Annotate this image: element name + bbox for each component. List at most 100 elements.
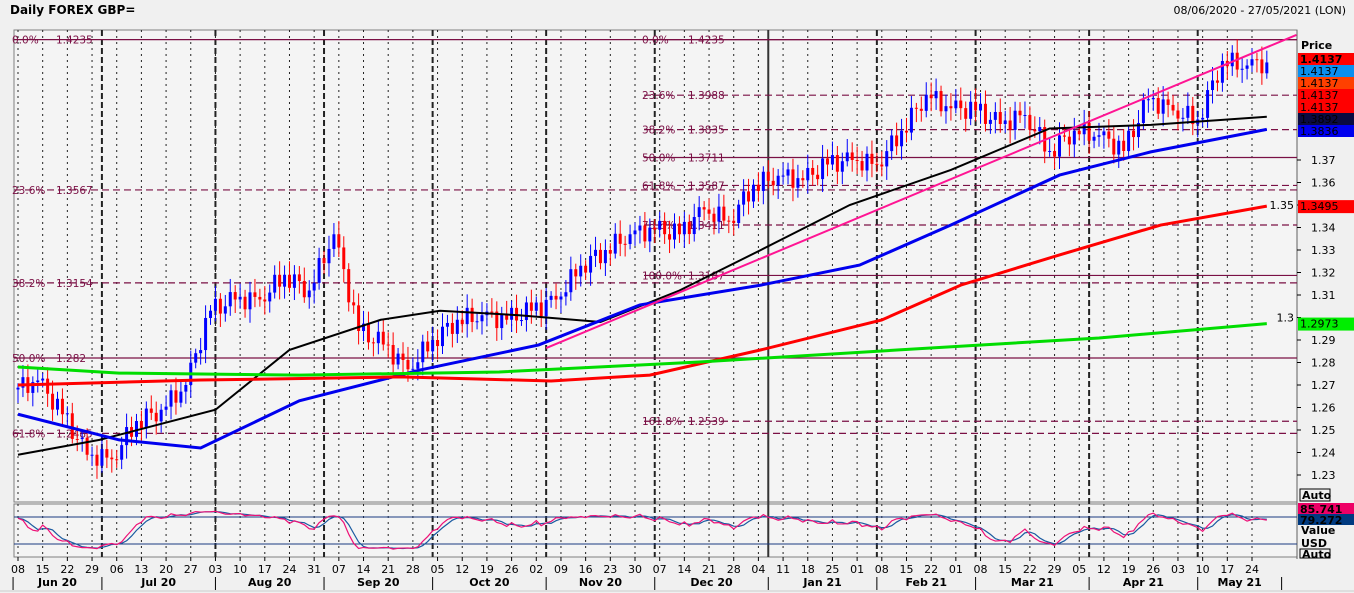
fib-percent-label: 161.8% [642, 416, 682, 428]
candle-body [924, 94, 928, 111]
candle-body [366, 323, 370, 343]
candle-body [70, 413, 74, 439]
fib-value-label: 1.3835 [688, 125, 725, 137]
month-label: Aug 20 [248, 576, 292, 589]
candle-body [218, 298, 222, 314]
y-tick-label: 1.35 [1270, 199, 1295, 212]
candle-body [692, 217, 696, 235]
y-tick-label: 1.36 [1311, 177, 1336, 190]
candle-body [337, 234, 341, 248]
price-badge: 1.3892 [1300, 113, 1339, 126]
candle-body [1265, 62, 1269, 74]
candle-body [1206, 90, 1210, 118]
fib-percent-label: 0.0% [642, 35, 669, 47]
oscillator-value-label: Value [1301, 524, 1335, 537]
candle-body [840, 161, 844, 172]
candle-body [1240, 68, 1244, 70]
ma-badge: 1.3495 [1300, 200, 1339, 213]
candle-body [1245, 65, 1249, 69]
month-label: Sep 20 [357, 576, 400, 589]
candle-body [223, 306, 227, 314]
candle-body [342, 247, 346, 270]
candle-body [80, 437, 84, 440]
candle-body [594, 249, 598, 256]
x-tick-label: 31 [307, 563, 321, 576]
candle-body [707, 209, 711, 214]
candle-body [1072, 130, 1076, 145]
x-tick-label: 10 [1196, 563, 1210, 576]
x-tick-label: 02 [529, 563, 543, 576]
candle-body [1201, 117, 1205, 120]
y-tick-label: 1.37 [1311, 154, 1336, 167]
candle-body [747, 191, 751, 202]
candle-body [880, 164, 884, 167]
candle-body [1211, 80, 1215, 91]
candle-body [376, 331, 380, 344]
candle-body [1092, 136, 1096, 141]
y-tick-label: 1.25 [1311, 424, 1336, 437]
x-tick-label: 15 [899, 563, 913, 576]
auto-scale-button[interactable] [1299, 488, 1331, 502]
month-label: Apr 21 [1123, 576, 1164, 589]
candle-body [643, 225, 647, 242]
candle-body [199, 350, 203, 354]
candle-body [149, 408, 153, 413]
candle-body [979, 103, 983, 111]
candle-body [559, 296, 563, 300]
candle-body [737, 204, 741, 224]
y-tick-label: 1.32 [1311, 267, 1336, 280]
candle-body [1122, 140, 1126, 151]
x-tick-label: 29 [1048, 563, 1062, 576]
candle-body [327, 248, 331, 264]
candle-body [663, 220, 667, 235]
candle-body [1171, 104, 1175, 111]
candle-body [944, 106, 948, 112]
x-tick-label: 28 [727, 563, 741, 576]
candle-body [1003, 120, 1007, 124]
fib-value-label: 1.3988 [688, 90, 725, 102]
candle-body [974, 101, 978, 111]
candle-body [307, 290, 311, 298]
x-tick-label: 07 [653, 563, 667, 576]
x-tick-label: 26 [1146, 563, 1160, 576]
candle-body [441, 326, 444, 347]
candle-body [638, 225, 642, 231]
series-ma-blue [17, 127, 1268, 450]
candle-body [1097, 135, 1101, 137]
candle-body [110, 457, 114, 460]
candle-body [347, 269, 351, 303]
candle-body [628, 234, 632, 245]
candle-body [1230, 52, 1234, 67]
candle-body [771, 180, 775, 186]
candle-body [909, 107, 913, 133]
candle-body [1255, 59, 1259, 61]
candle-body [1038, 127, 1042, 132]
candle-body [391, 344, 395, 365]
candle-body [36, 380, 40, 383]
candle-body [1087, 122, 1091, 141]
candle-body [134, 421, 138, 437]
candle-body [1127, 130, 1131, 151]
candle-body [618, 233, 622, 244]
candle-body [357, 305, 361, 331]
oscillator-badge-bg [1298, 503, 1354, 514]
candle-body [362, 323, 366, 331]
candle-body [41, 378, 45, 381]
candle-body [125, 427, 129, 446]
x-tick-label: 17 [258, 563, 272, 576]
candle-body [1033, 129, 1037, 132]
candle-body [835, 155, 839, 172]
candle-body [436, 340, 440, 347]
x-tick-label: 05 [1072, 563, 1086, 576]
y-tick-label: 1.29 [1311, 334, 1336, 347]
x-tick-label: 06 [110, 563, 124, 576]
candle-body [1112, 138, 1116, 155]
candle-body [1008, 120, 1012, 130]
candle-body [105, 449, 109, 458]
candle-body [668, 234, 672, 240]
candle-body [751, 184, 755, 202]
price-badge: 1.3836 [1300, 125, 1339, 138]
oscillator-auto-button[interactable] [1299, 548, 1331, 559]
candle-body [1151, 98, 1155, 100]
